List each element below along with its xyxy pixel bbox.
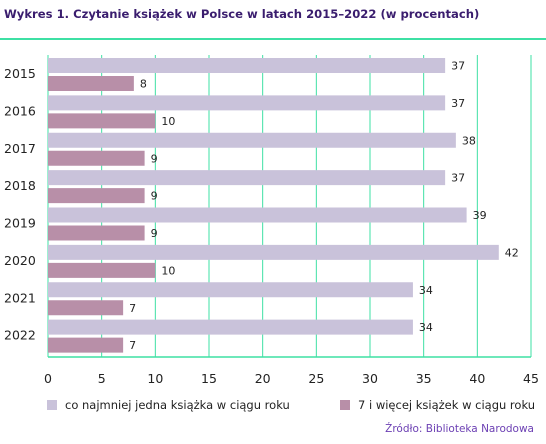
bar-series-1 xyxy=(48,207,467,223)
x-tick-label: 35 xyxy=(416,371,432,386)
data-label-series-1: 37 xyxy=(451,97,465,110)
x-tick-label: 15 xyxy=(201,371,217,386)
source-note: Źródło: Biblioteka Narodowa xyxy=(385,423,534,435)
data-label-series-2: 9 xyxy=(151,152,158,165)
data-label-series-2: 10 xyxy=(161,115,175,128)
bar-series-1 xyxy=(48,95,446,111)
x-tick-label: 45 xyxy=(523,371,539,386)
bar-series-2 xyxy=(48,188,145,204)
bar-series-1 xyxy=(48,244,499,260)
y-category-label: 2019 xyxy=(4,216,36,231)
title-divider xyxy=(0,38,546,40)
data-label-series-1: 34 xyxy=(419,284,433,297)
bar-series-2 xyxy=(48,76,134,91)
legend-swatch-series-2 xyxy=(340,400,350,410)
data-label-series-2: 8 xyxy=(140,78,147,91)
y-category-label: 2020 xyxy=(4,253,36,268)
data-label-series-2: 9 xyxy=(151,227,158,240)
bar-series-1 xyxy=(48,170,446,186)
chart-title: Wykres 1. Czytanie książek w Polsce w la… xyxy=(4,7,480,21)
data-label-series-1: 42 xyxy=(505,246,519,259)
legend-label-series-2: 7 i więcej książek w ciągu roku xyxy=(358,398,536,412)
data-label-series-1: 38 xyxy=(462,134,476,147)
bar-series-2 xyxy=(48,113,156,129)
data-label-series-2: 9 xyxy=(151,190,158,203)
y-category-label: 2015 xyxy=(4,66,36,81)
data-label-series-1: 37 xyxy=(451,172,465,185)
y-category-label: 2021 xyxy=(4,290,36,305)
y-category-label: 2018 xyxy=(4,178,36,193)
x-tick-label: 20 xyxy=(255,371,271,386)
y-category-label: 2017 xyxy=(4,141,36,156)
bar-chart: 0 5 10 15 20 25 30 35 40 45 2015 37 8 2016 37 10 2017 38 9… xyxy=(4,55,539,387)
bar-series-2 xyxy=(48,225,145,241)
bar-series-1 xyxy=(48,282,413,298)
x-tick-label: 30 xyxy=(362,371,378,386)
legend-swatch-series-1 xyxy=(47,400,57,410)
bar-series-2 xyxy=(48,150,145,166)
labels: 0 5 10 15 20 25 30 35 40 45 2015 37 8 2016 37 10 2017 38 9… xyxy=(4,60,539,387)
bar-series-1 xyxy=(48,319,413,335)
bar-series-2 xyxy=(48,262,156,278)
y-category-label: 2016 xyxy=(4,103,36,118)
bar-series-1 xyxy=(48,58,446,73)
bar-series-2 xyxy=(48,337,124,353)
bar-series-2 xyxy=(48,300,124,316)
data-label-series-2: 10 xyxy=(161,264,175,277)
y-category-label: 2022 xyxy=(4,328,36,343)
data-label-series-1: 34 xyxy=(419,321,433,334)
legend-item-series-2: 7 i więcej książek w ciągu roku xyxy=(340,398,535,412)
data-label-series-2: 7 xyxy=(129,339,136,352)
data-label-series-1: 39 xyxy=(473,209,487,222)
bar-series-1 xyxy=(48,132,456,148)
data-label-series-2: 7 xyxy=(129,302,136,315)
bars xyxy=(48,58,499,353)
legend-label-series-1: co najmniej jedna książka w ciągu roku xyxy=(65,398,290,412)
x-tick-label: 25 xyxy=(308,371,324,386)
x-tick-label: 0 xyxy=(44,371,52,386)
legend-item-series-1: co najmniej jedna książka w ciągu roku xyxy=(47,398,290,412)
x-tick-label: 40 xyxy=(469,371,485,386)
data-label-series-1: 37 xyxy=(451,60,465,73)
x-tick-label: 5 xyxy=(98,371,106,386)
x-tick-label: 10 xyxy=(147,371,163,386)
